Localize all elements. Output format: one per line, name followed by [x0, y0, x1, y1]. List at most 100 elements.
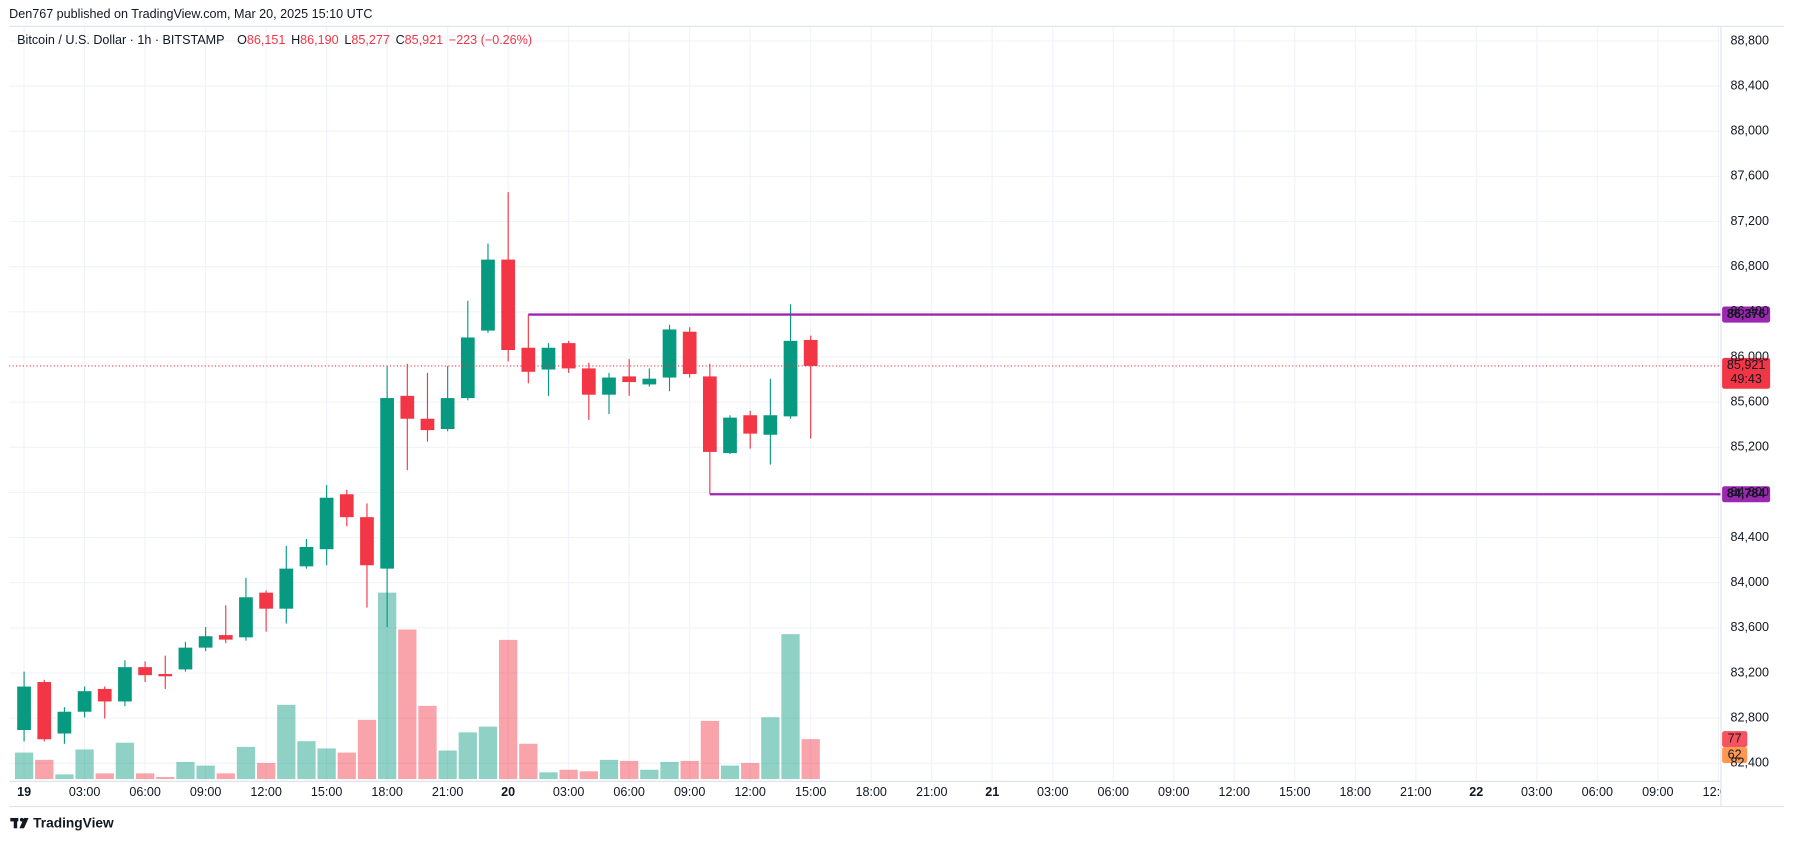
candle-body	[158, 674, 173, 677]
logo-part	[19, 817, 24, 822]
y-tick-label: 83,600	[1731, 620, 1769, 634]
volume-tag	[1722, 731, 1748, 748]
volume-bar	[357, 719, 377, 780]
level-tag-text: 84,784	[1727, 487, 1765, 501]
volume-bar	[660, 761, 679, 780]
candle-body	[420, 418, 435, 431]
x-tick-label: 12:00	[250, 785, 281, 799]
volume-bar	[620, 760, 639, 780]
volume-bar	[75, 749, 94, 780]
volume-bar	[458, 732, 477, 780]
symbol-title: Bitcoin / U.S. Dollar · 1h · BITSTAMP	[17, 34, 224, 48]
candle-body	[57, 711, 72, 734]
candle-body	[319, 497, 334, 550]
x-tick-label: 15:00	[311, 785, 342, 799]
candle-body	[521, 347, 536, 372]
candle-body	[662, 329, 677, 378]
candle-body	[77, 691, 92, 712]
candle-body	[360, 517, 374, 566]
volume-bar	[277, 704, 296, 780]
candle-body	[702, 376, 717, 452]
volume-layer	[14, 592, 820, 780]
volume-ma-tag-text: 62	[1728, 747, 1742, 761]
grid-layer	[9, 26, 1721, 782]
y-tick-label: 87,600	[1731, 169, 1769, 183]
volume-bar	[115, 742, 135, 780]
candle-body	[118, 667, 132, 702]
y-tick-label: 84,000	[1731, 575, 1769, 589]
y-tick-label: 86,400	[1731, 304, 1769, 318]
volume-bar	[337, 752, 356, 780]
candle-body	[763, 415, 778, 435]
volume-bar	[781, 634, 800, 780]
volume-bar	[14, 752, 34, 780]
candle-body	[299, 546, 314, 567]
candle-body	[198, 636, 213, 648]
x-tick-label: 06:00	[613, 785, 644, 799]
y-tick-label: 86,800	[1731, 259, 1769, 273]
x-tick-label: 09:00	[1642, 785, 1673, 799]
candle-body	[481, 259, 495, 331]
x-tick-label: 09:00	[190, 785, 221, 799]
candle-body	[581, 368, 596, 395]
candle-body	[279, 568, 294, 609]
volume-bar	[256, 762, 276, 780]
last-price-text: 85,921	[1727, 358, 1765, 372]
legend-change: −223 (−0.26%)	[449, 34, 532, 48]
volume-bar	[196, 765, 215, 780]
volume-bar	[579, 771, 598, 780]
legend-value: 86,151	[247, 34, 285, 48]
x-tick-label: 19	[17, 785, 31, 799]
volume-bar	[761, 717, 780, 780]
candle-body	[17, 686, 31, 731]
candle-body	[400, 395, 415, 419]
x-tick-label: 06:00	[1098, 785, 1129, 799]
y-tick-label: 84,800	[1731, 485, 1769, 499]
candle-body	[723, 417, 737, 454]
volume-ma-tag	[1722, 747, 1748, 764]
y-tick-label: 88,000	[1731, 124, 1769, 138]
candle-body	[239, 597, 253, 638]
candle-body	[682, 331, 697, 375]
legend-key: C	[396, 34, 405, 48]
volume-bar	[499, 639, 518, 780]
x-tick-label: 18:00	[1340, 785, 1371, 799]
x-tick-label: 03:00	[553, 785, 584, 799]
candle-body	[622, 376, 637, 383]
x-tick-label: 15:00	[1279, 785, 1310, 799]
candle-body	[259, 592, 273, 609]
volume-bar	[317, 748, 336, 780]
y-tick-label: 88,400	[1731, 78, 1769, 92]
volume-bar	[377, 592, 397, 780]
x-tick-label: 03:00	[1037, 785, 1068, 799]
x-tick-label: 20	[501, 785, 515, 799]
candle-body	[460, 337, 475, 399]
x-tick-label: 06:00	[129, 785, 160, 799]
x-tick-label: 03:00	[1521, 785, 1552, 799]
volume-bar	[741, 762, 760, 780]
y-tick-label: 88,800	[1731, 33, 1769, 47]
x-tick-label: 06:00	[1582, 785, 1613, 799]
x-tick-label: 09:00	[674, 785, 705, 799]
x-tick-label: 21:00	[432, 785, 463, 799]
x-tick-label: 03:00	[69, 785, 100, 799]
volume-bar	[176, 761, 195, 780]
candle-body	[642, 378, 657, 385]
level-tag	[1722, 306, 1771, 323]
y-tick-label: 87,200	[1731, 214, 1769, 228]
symbol-legend: Bitcoin / U.S. Dollar · 1h · BITSTAMP O8…	[17, 34, 532, 48]
x-tick-label: 15:00	[795, 785, 826, 799]
legend-key: O	[237, 34, 247, 48]
x-tick-label: 22	[1469, 785, 1483, 799]
volume-bar	[478, 726, 498, 780]
last-price-tag	[1722, 357, 1771, 389]
volume-bar	[216, 773, 235, 780]
publisher-line: Den767 published on TradingView.com, Mar…	[9, 7, 372, 21]
x-tick-label: 09:00	[1158, 785, 1189, 799]
volume-bar	[720, 765, 740, 780]
candle-body	[97, 688, 112, 702]
